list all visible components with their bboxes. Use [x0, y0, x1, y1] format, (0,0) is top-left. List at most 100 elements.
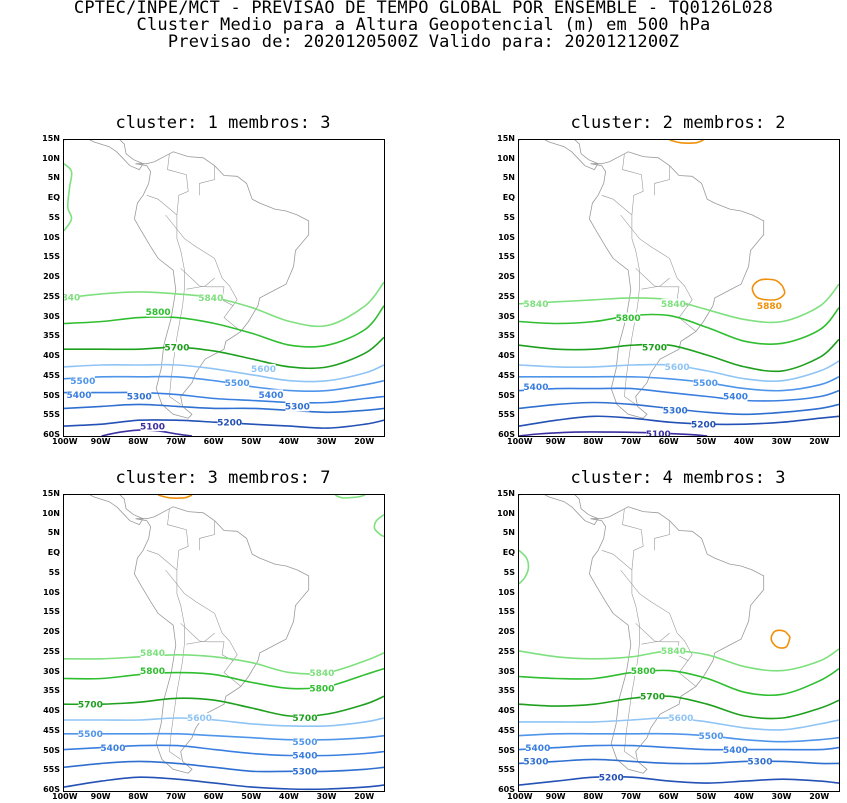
lat-tick-label: 10N — [497, 508, 515, 518]
coastline — [64, 140, 144, 171]
map-panel: 5840584058005700560055005500540054005300… — [63, 139, 385, 437]
contour-label-bg — [251, 363, 276, 374]
contour-label: 5400 — [292, 752, 317, 762]
lon-tick-label: 30W — [771, 437, 792, 446]
country-border — [167, 508, 189, 571]
lat-tick-label: 55S — [498, 410, 515, 420]
contour-label: 5500 — [70, 377, 95, 387]
lat-tick-label: 10S — [43, 232, 60, 242]
contour-line-5840 — [64, 652, 384, 675]
lat-tick-label: 5N — [502, 528, 515, 538]
country-border — [622, 153, 644, 216]
contour-label-bg — [78, 728, 103, 739]
lon-tick-label: 100W — [52, 792, 78, 801]
contour-line-5500 — [519, 375, 839, 392]
contour-label: 5800 — [146, 308, 171, 318]
lat-tick-label: 15N — [42, 134, 60, 143]
contour-label-bg — [225, 377, 250, 388]
contour-label-bg — [309, 667, 334, 678]
lon-tick-label: 40W — [278, 437, 299, 446]
contour-label: 5600 — [668, 714, 693, 724]
contour-map: 5840584058005700560055005500540054005300… — [64, 140, 384, 436]
lat-tick-label: 15S — [43, 607, 60, 617]
contour-label: 5840 — [523, 300, 548, 310]
coastline — [64, 495, 144, 526]
lat-tick-label: 15S — [498, 252, 515, 262]
lon-tick-label: 50W — [696, 437, 717, 446]
lat-tick-label: 25S — [498, 646, 515, 656]
contour-label: 5880 — [757, 302, 782, 312]
lat-tick-label: 10S — [498, 232, 515, 242]
contour-label-bg — [259, 389, 284, 400]
lon-tick-label: 40W — [733, 792, 754, 801]
lat-tick-label: 20S — [498, 627, 515, 637]
contour-line-5840 — [519, 283, 839, 324]
contour-label: 5300 — [127, 393, 152, 403]
lon-tick-label: 60W — [203, 792, 224, 801]
contour-label: 5300 — [747, 758, 772, 768]
contour-label: 5700 — [78, 700, 103, 710]
lat-tick-label: 35S — [498, 331, 515, 341]
lat-tick-label: 50S — [498, 390, 515, 400]
contour-line-5600 — [64, 717, 384, 728]
lat-tick-label: 30S — [498, 311, 515, 321]
coastline — [133, 506, 310, 774]
lat-tick-label: 20S — [43, 627, 60, 637]
lon-tick-label: 70W — [165, 792, 186, 801]
contour-label: 5200 — [217, 418, 242, 428]
contour-line-5840 — [519, 549, 530, 585]
header-line-3: Previsao de: 2020120500Z Valido para: 20… — [167, 32, 680, 52]
contour-label-bg — [616, 312, 641, 323]
lon-tick-label: 70W — [620, 437, 641, 446]
contour-line-5800 — [64, 305, 384, 348]
contour-label: 5400 — [723, 746, 748, 756]
lat-tick-label: 25S — [43, 646, 60, 656]
coastlines — [64, 495, 310, 774]
contour-label-bg — [292, 750, 317, 761]
lat-tick-label: 15S — [498, 607, 515, 617]
country-border — [165, 214, 242, 332]
lon-tick-label: 90W — [90, 437, 111, 446]
panel-title: cluster: 4 membros: 3 — [570, 468, 786, 488]
contour-line-5400 — [64, 391, 384, 404]
contour-label-bg — [146, 306, 171, 317]
contour-label: 5840 — [198, 294, 223, 304]
contour-label-bg — [292, 736, 317, 747]
contour-label-bg — [661, 298, 686, 309]
lon-tick-label: 30W — [316, 437, 337, 446]
contour-label: 5840 — [309, 669, 334, 679]
header-line-2: Cluster Medio para a Altura Geopotencial… — [136, 15, 711, 35]
contour-line-5880 — [770, 629, 791, 649]
contour-label-bg — [140, 421, 165, 432]
lat-tick-label: 50S — [43, 745, 60, 755]
contour-label-bg — [309, 683, 334, 694]
country-border — [641, 277, 670, 290]
country-border — [186, 277, 215, 290]
lat-tick-label: 30S — [498, 666, 515, 676]
lat-tick-label: 10N — [42, 153, 60, 163]
lat-tick-label: 5S — [503, 212, 515, 222]
contour-label: 5840 — [64, 293, 80, 303]
lon-tick-label: 100W — [507, 792, 533, 801]
contour-label-bg — [642, 342, 667, 353]
lat-tick-label: 40S — [498, 706, 515, 716]
lon-tick-label: 80W — [128, 792, 149, 801]
lat-tick-label: EQ — [47, 193, 60, 203]
contour-label-bg — [665, 361, 690, 372]
country-border — [186, 632, 215, 645]
contour-line-5800 — [64, 667, 384, 690]
contour-line-5200 — [519, 415, 839, 427]
contour-line-5800 — [519, 668, 839, 697]
contour-label-bg — [523, 298, 548, 309]
lat-tick-label: 5N — [47, 528, 60, 538]
lon-tick-label: 20W — [809, 792, 830, 801]
contour-line-5840 — [64, 163, 73, 232]
lat-tick-label: 20S — [498, 272, 515, 282]
lon-tick-label: 70W — [620, 792, 641, 801]
contour-line-5800 — [519, 307, 839, 345]
contour-label-bg — [691, 419, 716, 430]
lat-tick-label: 60S — [498, 785, 515, 794]
contour-line-5300 — [519, 401, 839, 416]
